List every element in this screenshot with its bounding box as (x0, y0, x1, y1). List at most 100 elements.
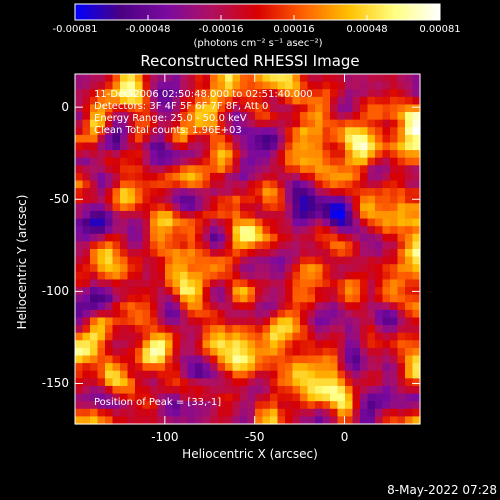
heatmap-cell (232, 218, 241, 227)
heatmap-cell (75, 264, 84, 273)
heatmap-cell (127, 172, 136, 182)
colorbar-tick-label: 0.00048 (346, 24, 388, 35)
heatmap-cell (397, 226, 406, 235)
heatmap-cell (397, 112, 406, 121)
heatmap-cell (412, 294, 421, 303)
heatmap-cell (375, 203, 384, 212)
heatmap-cell (75, 332, 84, 341)
heatmap-cell (367, 165, 376, 174)
heatmap-cell (352, 165, 361, 174)
heatmap-cell (150, 264, 159, 273)
heatmap-cell (315, 195, 324, 204)
heatmap-cell (292, 203, 301, 212)
heatmap-cell (157, 104, 166, 113)
heatmap-cell (112, 172, 121, 182)
heatmap-cell (330, 287, 339, 296)
heatmap-cell (165, 332, 174, 341)
heatmap-cell (330, 302, 339, 311)
heatmap-cell (210, 340, 219, 349)
heatmap-cell (105, 385, 114, 395)
heatmap-cell (345, 294, 354, 303)
heatmap-cell (360, 233, 369, 242)
heatmap-cell (112, 188, 121, 197)
heatmap-cell (315, 165, 324, 174)
heatmap-cell (412, 302, 421, 311)
heatmap-cell (330, 165, 339, 174)
heatmap-cell (75, 385, 84, 395)
heatmap-cell (367, 210, 376, 220)
heatmap-cell (345, 370, 354, 379)
heatmap-cell (142, 241, 151, 250)
heatmap-cell (277, 264, 286, 273)
heatmap-cell (150, 180, 159, 189)
heatmap-cell (330, 157, 339, 166)
heatmap-cell (90, 332, 99, 341)
heatmap-cell (405, 104, 414, 113)
heatmap-cell (180, 370, 189, 379)
heatmap-cell (150, 302, 159, 311)
heatmap-cell (210, 309, 219, 319)
heatmap-cell (315, 241, 324, 250)
heatmap-cell (180, 180, 189, 189)
heatmap-cell (90, 233, 99, 242)
heatmap-cell (405, 74, 414, 83)
heatmap-cell (412, 385, 421, 395)
heatmap-cell (232, 195, 241, 204)
heatmap-cell (195, 150, 204, 159)
heatmap-cell (105, 363, 114, 372)
heatmap-cell (97, 89, 106, 98)
heatmap-cell (322, 81, 331, 90)
heatmap-cell (292, 157, 301, 166)
heatmap-cell (367, 172, 376, 182)
heatmap-cell (390, 317, 399, 326)
y-axis-label: Heliocentric Y (arcsec) (15, 194, 29, 330)
heatmap-cell (307, 378, 316, 387)
heatmap-cell (285, 287, 294, 296)
heatmap-cell (292, 408, 301, 417)
heatmap-cell (360, 325, 369, 334)
heatmap-cell (105, 81, 114, 90)
heatmap-cell (127, 302, 136, 311)
heatmap-cell (285, 104, 294, 113)
heatmap-cell (150, 74, 159, 83)
heatmap-cell (292, 180, 301, 189)
heatmap-cell (97, 157, 106, 166)
heatmap-cell (412, 279, 421, 288)
heatmap-cell (397, 249, 406, 258)
heatmap-cell (157, 96, 166, 106)
heatmap-cell (82, 287, 91, 296)
heatmap-cell (285, 218, 294, 227)
heatmap-cell (165, 172, 174, 182)
heatmap-cell (165, 188, 174, 197)
heatmap-cell (390, 157, 399, 166)
heatmap-cell (112, 233, 121, 242)
heatmap-cell (165, 256, 174, 265)
heatmap-cell (105, 302, 114, 311)
heatmap-cell (315, 332, 324, 341)
heatmap-cell (285, 340, 294, 349)
heatmap-cell (300, 416, 309, 425)
heatmap-cell (240, 157, 249, 166)
heatmap-cell (352, 355, 361, 364)
heatmap-cell (127, 226, 136, 235)
heatmap-cell (195, 256, 204, 265)
heatmap-cell (225, 112, 234, 121)
heatmap-cell (217, 355, 226, 364)
heatmap-cell (195, 119, 204, 128)
heatmap-cell (330, 150, 339, 159)
heatmap-cell (225, 256, 234, 265)
heatmap-cell (337, 142, 346, 151)
heatmap-cell (135, 325, 144, 334)
heatmap-cell (112, 355, 121, 364)
heatmap-cell (345, 408, 354, 417)
heatmap-cell (300, 172, 309, 182)
heatmap-cell (367, 401, 376, 410)
heatmap-cell (180, 233, 189, 242)
heatmap-cell (165, 165, 174, 174)
heatmap-cell (262, 119, 271, 128)
heatmap-cell (180, 104, 189, 113)
heatmap-cell (225, 340, 234, 349)
heatmap-cell (240, 416, 249, 425)
heatmap-cell (285, 378, 294, 387)
heatmap-cell (232, 256, 241, 265)
